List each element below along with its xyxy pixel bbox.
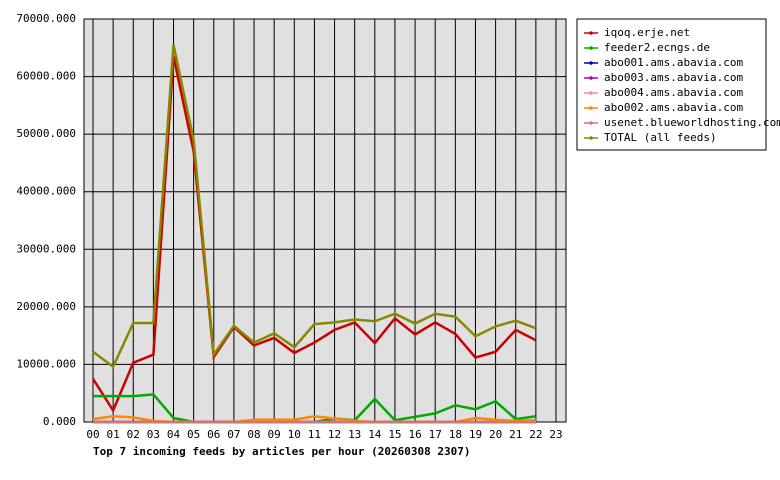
legend-label: abo003.ams.abavia.com [604, 71, 743, 84]
series-line [91, 56, 537, 414]
legend-dot [589, 121, 593, 125]
y-tick-label: 50000.000 [16, 127, 76, 140]
legend-dot [589, 91, 593, 95]
legend-label: feeder2.ecngs.de [604, 41, 710, 54]
x-tick-label: 06 [207, 428, 220, 441]
x-tick-label: 23 [549, 428, 562, 441]
legend-dot [589, 106, 593, 110]
legend-dot [589, 31, 593, 35]
y-tick-label: 40000.000 [16, 185, 76, 198]
x-tick-label: 10 [288, 428, 301, 441]
x-tick-label: 00 [86, 428, 99, 441]
legend-label: abo004.ams.abavia.com [604, 86, 743, 99]
x-tick-label: 19 [469, 428, 482, 441]
legend-dot [589, 76, 593, 80]
y-tick-label: 20000.000 [16, 300, 76, 313]
x-tick-label: 16 [408, 428, 421, 441]
x-tick-label: 18 [449, 428, 462, 441]
y-tick-label: 60000.000 [16, 70, 76, 83]
x-tick-label: 09 [268, 428, 281, 441]
legend-box [576, 18, 767, 151]
x-tick-label: 22 [529, 428, 542, 441]
legend-label: usenet.blueworldhosting.com [604, 116, 780, 129]
x-tick-label: 17 [429, 428, 442, 441]
x-tick-label: 02 [127, 428, 140, 441]
legend-label: abo001.ams.abavia.com [604, 56, 743, 69]
series-line [92, 44, 537, 369]
x-tick-label: 11 [308, 428, 321, 441]
legend-dot [589, 136, 593, 140]
legend-dot [589, 46, 593, 50]
x-tick-label: 21 [509, 428, 522, 441]
x-tick-label: 07 [227, 428, 240, 441]
legend-label: iqoq.erje.net [604, 26, 690, 39]
x-tick-label: 15 [388, 428, 401, 441]
x-tick-label: 20 [489, 428, 502, 441]
x-tick-label: 05 [187, 428, 200, 441]
y-tick-label: 30000.000 [16, 242, 76, 255]
legend-dot [589, 61, 593, 65]
x-tick-label: 08 [247, 428, 260, 441]
x-tick-label: 12 [328, 428, 341, 441]
x-tick-label: 03 [147, 428, 160, 441]
chart-title: Top 7 incoming feeds by articles per hou… [93, 445, 471, 458]
x-tick-label: 04 [167, 428, 181, 441]
x-tick-label: 14 [368, 428, 382, 441]
y-tick-label: 70000.000 [16, 12, 76, 25]
plot-area [83, 18, 567, 423]
y-tick-label: 10000.000 [16, 357, 76, 370]
legend-label: abo002.ams.abavia.com [604, 101, 743, 114]
x-tick-label: 01 [107, 428, 120, 441]
legend-label: TOTAL (all feeds) [604, 131, 717, 144]
x-tick-label: 13 [348, 428, 361, 441]
y-tick-label: 0.000 [43, 415, 76, 428]
